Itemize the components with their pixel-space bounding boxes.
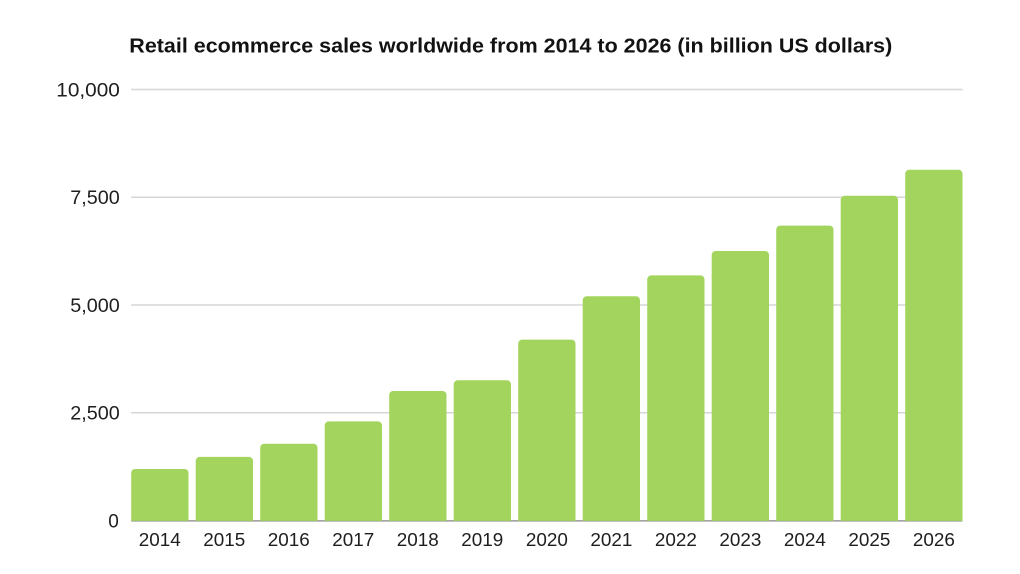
svg-text:2022: 2022 — [655, 530, 697, 550]
svg-text:2021: 2021 — [590, 530, 632, 550]
svg-text:2014: 2014 — [139, 530, 181, 550]
svg-text:0: 0 — [108, 511, 119, 532]
svg-text:7,500: 7,500 — [70, 188, 120, 209]
svg-text:2023: 2023 — [719, 530, 761, 550]
svg-text:2015: 2015 — [203, 530, 245, 550]
svg-text:Retail ecommerce sales worldwi: Retail ecommerce sales worldwide from 20… — [129, 35, 892, 58]
svg-text:2016: 2016 — [268, 530, 310, 550]
svg-text:2018: 2018 — [397, 530, 439, 550]
svg-text:2019: 2019 — [461, 530, 503, 550]
svg-text:2024: 2024 — [784, 530, 826, 550]
svg-text:2,500: 2,500 — [70, 404, 120, 425]
svg-text:2020: 2020 — [526, 530, 568, 550]
svg-text:2026: 2026 — [913, 530, 955, 550]
svg-text:10,000: 10,000 — [56, 80, 120, 101]
svg-text:2025: 2025 — [848, 530, 890, 550]
svg-text:2017: 2017 — [332, 530, 374, 550]
svg-text:5,000: 5,000 — [70, 296, 120, 317]
